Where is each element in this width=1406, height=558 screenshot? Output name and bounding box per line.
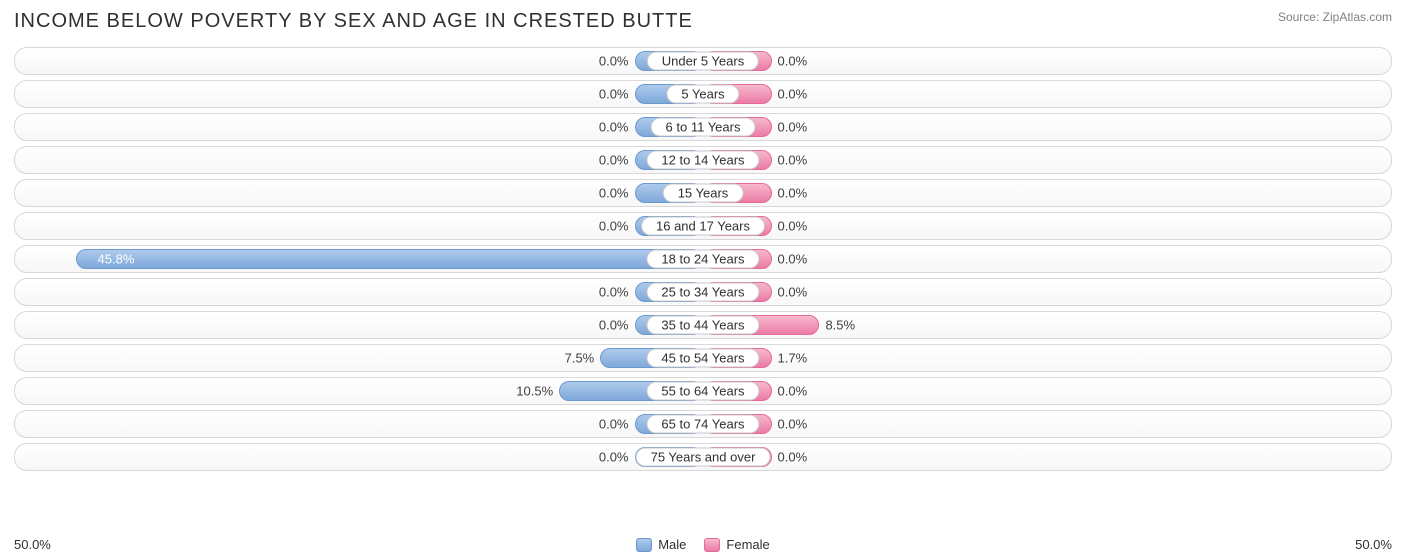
- value-label-male: 0.0%: [599, 450, 629, 465]
- value-label-female: 0.0%: [778, 120, 808, 135]
- legend-swatch-male: [636, 538, 652, 552]
- chart-header: INCOME BELOW POVERTY BY SEX AND AGE IN C…: [14, 10, 1392, 33]
- value-label-female: 0.0%: [778, 285, 808, 300]
- value-label-male: 0.0%: [599, 219, 629, 234]
- category-label: 25 to 34 Years: [646, 283, 759, 302]
- chart-row: 5 Years 0.0% 0.0%: [14, 80, 1392, 108]
- category-label: 18 to 24 Years: [646, 250, 759, 269]
- category-label: 6 to 11 Years: [651, 118, 756, 137]
- value-label-female: 0.0%: [778, 450, 808, 465]
- value-label-female: 8.5%: [825, 318, 855, 333]
- category-label: 55 to 64 Years: [646, 382, 759, 401]
- value-label-female: 0.0%: [778, 384, 808, 399]
- chart-source: Source: ZipAtlas.com: [1278, 10, 1392, 24]
- value-label-female: 0.0%: [778, 417, 808, 432]
- value-label-female: 1.7%: [778, 351, 808, 366]
- chart-footer: 50.0% Male Female 50.0%: [14, 537, 1392, 552]
- value-label-female: 0.0%: [778, 219, 808, 234]
- value-label-male: 0.0%: [599, 54, 629, 69]
- chart-row: 15 Years 0.0% 0.0%: [14, 179, 1392, 207]
- legend-item-female: Female: [704, 537, 769, 552]
- value-label-male: 10.5%: [516, 384, 553, 399]
- chart-row: Under 5 Years 0.0% 0.0%: [14, 47, 1392, 75]
- value-label-female: 0.0%: [778, 186, 808, 201]
- category-label: 65 to 74 Years: [646, 415, 759, 434]
- value-label-female: 0.0%: [778, 54, 808, 69]
- legend-item-male: Male: [636, 537, 686, 552]
- chart-row: 75 Years and over 0.0% 0.0%: [14, 443, 1392, 471]
- legend-swatch-female: [704, 538, 720, 552]
- diverging-bar-chart: Under 5 Years0.0%0.0%5 Years0.0%0.0%6 to…: [14, 47, 1392, 471]
- category-label: 35 to 44 Years: [646, 316, 759, 335]
- category-label: 12 to 14 Years: [646, 151, 759, 170]
- value-label-male: 0.0%: [599, 318, 629, 333]
- chart-row: 18 to 24 Years 45.8% 0.0%: [14, 245, 1392, 273]
- category-label: 45 to 54 Years: [646, 349, 759, 368]
- category-label: 75 Years and over: [636, 448, 771, 467]
- chart-row: 6 to 11 Years 0.0% 0.0%: [14, 113, 1392, 141]
- chart-row: 16 and 17 Years 0.0% 0.0%: [14, 212, 1392, 240]
- value-label-male: 0.0%: [599, 120, 629, 135]
- category-label: 15 Years: [663, 184, 744, 203]
- value-label-male: 0.0%: [599, 153, 629, 168]
- value-label-female: 0.0%: [778, 252, 808, 267]
- chart-row: 45 to 54 Years 7.5% 1.7%: [14, 344, 1392, 372]
- legend-label-female: Female: [726, 537, 769, 552]
- value-label-male: 7.5%: [565, 351, 595, 366]
- value-label-male: 0.0%: [599, 285, 629, 300]
- axis-left-label: 50.0%: [14, 537, 51, 552]
- axis-right-label: 50.0%: [1355, 537, 1392, 552]
- category-label: 16 and 17 Years: [641, 217, 765, 236]
- value-label-male: 45.8%: [98, 252, 135, 267]
- chart-row: 35 to 44 Years 0.0% 8.5%: [14, 311, 1392, 339]
- value-label-male: 0.0%: [599, 87, 629, 102]
- chart-row: 65 to 74 Years 0.0% 0.0%: [14, 410, 1392, 438]
- category-label: Under 5 Years: [647, 52, 759, 71]
- value-label-male: 0.0%: [599, 186, 629, 201]
- legend-label-male: Male: [658, 537, 686, 552]
- value-label-female: 0.0%: [778, 153, 808, 168]
- bar-male: [76, 249, 703, 269]
- chart-row: 55 to 64 Years 10.5% 0.0%: [14, 377, 1392, 405]
- category-label: 5 Years: [666, 85, 739, 104]
- chart-legend: Male Female: [636, 537, 770, 552]
- chart-row: 25 to 34 Years 0.0% 0.0%: [14, 278, 1392, 306]
- value-label-female: 0.0%: [778, 87, 808, 102]
- value-label-male: 0.0%: [599, 417, 629, 432]
- chart-title: INCOME BELOW POVERTY BY SEX AND AGE IN C…: [14, 10, 693, 33]
- chart-row: 12 to 14 Years 0.0% 0.0%: [14, 146, 1392, 174]
